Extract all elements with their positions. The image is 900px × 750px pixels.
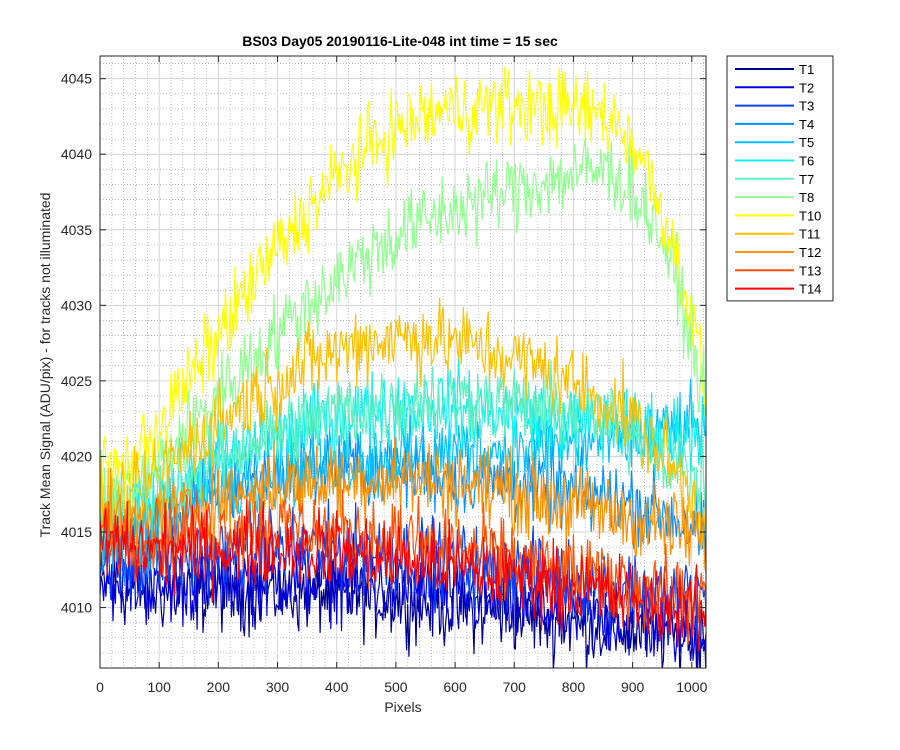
y-tick-label: 4010: [61, 600, 92, 616]
x-tick-label: 500: [384, 679, 408, 695]
legend-label-t4: T4: [799, 117, 814, 132]
x-tick-label: 0: [96, 679, 104, 695]
legend-label-t2: T2: [799, 80, 814, 95]
y-tick-label: 4045: [61, 71, 92, 87]
y-tick-label: 4020: [61, 448, 92, 464]
legend-label-t7: T7: [799, 172, 814, 187]
series-line-t10: [100, 66, 706, 514]
y-tick-label: 4035: [61, 222, 92, 238]
x-axis-label: Pixels: [384, 699, 421, 715]
y-tick-label: 4025: [61, 373, 92, 389]
series-line-t11: [100, 297, 706, 551]
axes-box: [99, 55, 707, 669]
y-tick-label: 4040: [61, 146, 92, 162]
plot-area: 0 100 200 300 400 500 600 700 800 900 1000 4010 4015…: [61, 55, 708, 695]
series-line-t7: [100, 359, 706, 535]
legend: T1 T2 T3 T4 T5 T6 T7 T8 T10 T11 T12 T13 T14: [726, 55, 834, 302]
legend-label-t1: T1: [799, 62, 814, 77]
x-tick-label: 900: [621, 679, 645, 695]
series-line-t8: [100, 136, 706, 537]
x-tick-label: 1000: [676, 679, 707, 695]
legend-label-t13: T13: [799, 263, 821, 278]
x-tick-label: 200: [207, 679, 231, 695]
x-tick-label: 800: [562, 679, 586, 695]
legend-label-t14: T14: [799, 282, 821, 297]
x-tick-label: 100: [148, 679, 172, 695]
legend-label-t3: T3: [799, 99, 814, 114]
chart-title: BS03 Day05 20190116-Lite-048 int time = …: [242, 33, 558, 49]
legend-label-t10: T10: [799, 208, 821, 223]
y-tick-label: 4030: [61, 297, 92, 313]
x-tick-label: 300: [266, 679, 290, 695]
x-tick-label: 400: [325, 679, 349, 695]
legend-label-t5: T5: [799, 135, 814, 150]
series-line-t13: [100, 489, 706, 645]
series-line-t1: [100, 539, 706, 668]
x-tick-label: 700: [503, 679, 527, 695]
legend-label-t12: T12: [799, 245, 821, 260]
legend-label-t8: T8: [799, 190, 814, 205]
y-tick-label: 4015: [61, 524, 92, 540]
legend-label-t6: T6: [799, 154, 814, 169]
series-line-t14: [100, 498, 706, 653]
legend-label-t11: T11: [799, 227, 820, 242]
y-axis-label: Track Mean Signal (ADU/pix) - for tracks…: [37, 193, 53, 538]
x-tick-label: 600: [443, 679, 467, 695]
series-group: [100, 66, 706, 668]
